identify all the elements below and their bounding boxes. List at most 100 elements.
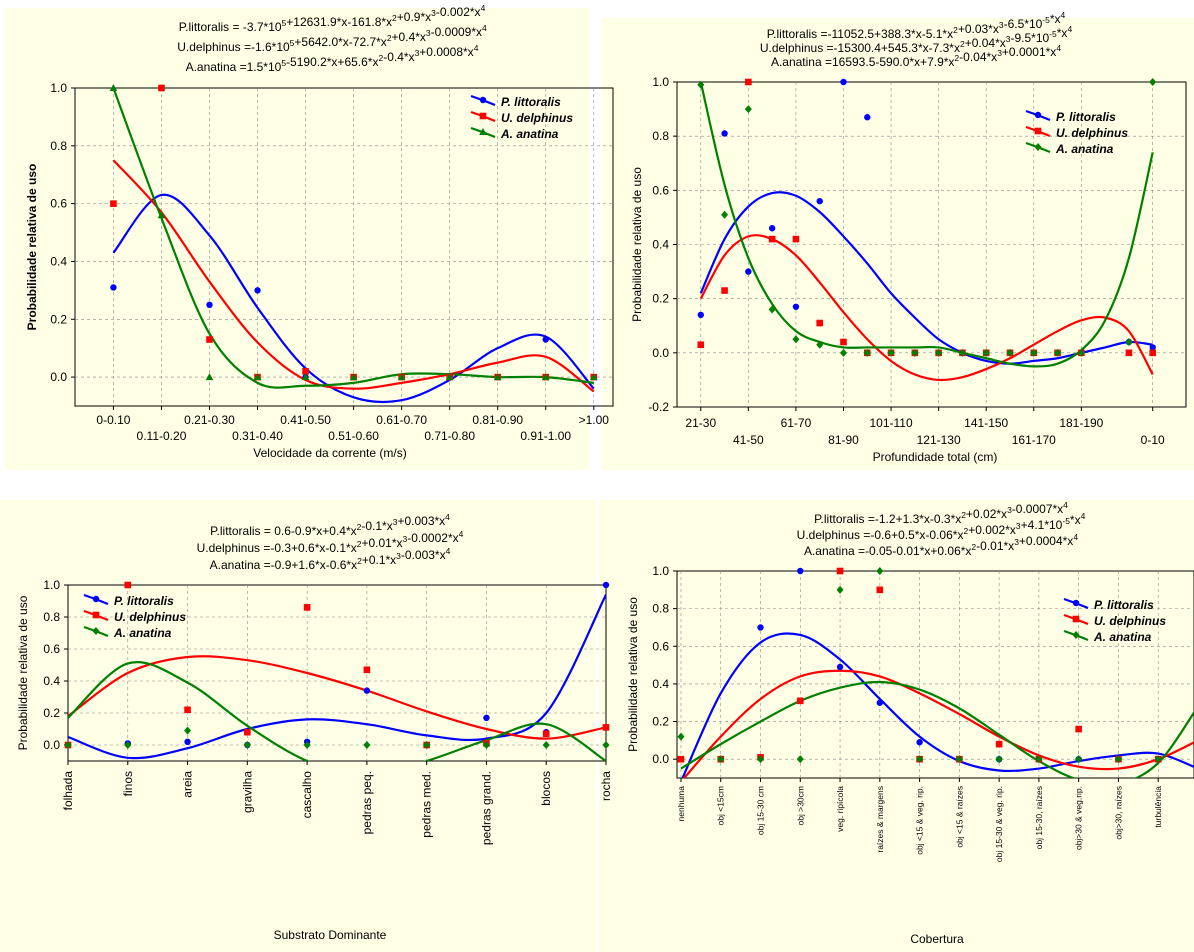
- equation-1: P.littoralis = -3.7*105+12631.9*x-161.8*…: [179, 3, 486, 34]
- data-point-s2: [1075, 725, 1082, 733]
- data-point-s1: [206, 301, 213, 309]
- chart-2: P.littoralis =-11052.5+388.3*x-5.1*x2+0.…: [630, 10, 1187, 464]
- data-point-s1: [792, 303, 800, 310]
- plot-content: [68, 594, 606, 761]
- data-point-s3: [602, 741, 610, 749]
- data-point-s2: [745, 78, 752, 86]
- xtick-label: obj>30, raízes: [1113, 786, 1123, 840]
- plot-area: [67, 584, 607, 762]
- data-point-s2: [995, 740, 1003, 748]
- data-point-s3: [303, 741, 311, 749]
- data-point-s1: [836, 663, 844, 671]
- data-point-s2: [816, 319, 824, 327]
- data-point-s2: [184, 706, 191, 714]
- xtick-label: blocos: [539, 771, 553, 806]
- legend-label: P. littoralis: [1094, 598, 1154, 612]
- data-point-s3: [423, 741, 431, 749]
- xtick-label: obj <15 & veg. rip.: [915, 786, 925, 855]
- data-point-s1: [840, 78, 847, 86]
- data-point-s1: [816, 197, 823, 205]
- data-point-s1: [483, 714, 490, 721]
- data-point-s3: [876, 567, 884, 575]
- chart-panel-velocity: [5, 8, 589, 470]
- equation-3: A.anatina =-0.05-0.01*x+0.06*x2-0.01*x3+…: [804, 532, 1078, 558]
- xtick-label: 61-70: [781, 416, 812, 430]
- data-point-s3: [792, 335, 800, 344]
- ytick-label: 0.4: [652, 238, 669, 252]
- ytick-label: 0.0: [652, 752, 669, 766]
- data-point-s3: [911, 348, 919, 357]
- data-point-s1: [745, 268, 752, 275]
- fit-curve-3: [680, 680, 1194, 778]
- legend-marker: [479, 96, 487, 104]
- equation-3: A.anatina =1.5*105-5190.2*x+65.6*x2-0.4*…: [186, 43, 479, 74]
- x-axis-label: Velocidade da corrente (m/s): [253, 446, 406, 460]
- xtick-label: obj 15-30 cm: [756, 786, 766, 835]
- data-point-s2: [302, 368, 309, 375]
- data-point-s1: [916, 739, 923, 746]
- data-point-s2: [697, 341, 705, 349]
- data-point-s3: [1077, 348, 1085, 357]
- legend-marker: [1072, 631, 1080, 639]
- ytick-label: -0.2: [648, 400, 669, 414]
- data-point-s3: [677, 732, 685, 741]
- x-axis-label: Cobertura: [910, 932, 964, 946]
- xtick-label: nenhuma: [676, 786, 686, 822]
- data-point-s3: [482, 741, 490, 749]
- x-axis-label: Profundidade total (cm): [873, 450, 998, 464]
- legend-marker: [92, 627, 100, 635]
- legend-marker: [1034, 111, 1042, 119]
- data-point-s3: [1154, 755, 1162, 764]
- fit-curve-3: [68, 661, 606, 761]
- data-points: [109, 84, 598, 381]
- legend-label: A. anatina: [500, 127, 559, 141]
- data-point-s1: [721, 130, 728, 137]
- data-point-s1: [184, 738, 191, 745]
- xtick-label: 141-150: [964, 416, 1008, 430]
- xtick-label: raízes & margens: [875, 786, 885, 853]
- data-point-s3: [1035, 755, 1043, 764]
- data-points: [677, 567, 1162, 764]
- legend-label: A. anatina: [1055, 142, 1114, 156]
- legend-label: A. anatina: [1093, 630, 1152, 644]
- data-point-s2: [792, 235, 800, 243]
- data-point-s1: [254, 287, 261, 294]
- legend-label: P. littoralis: [1056, 110, 1116, 124]
- data-point-s3: [1125, 338, 1133, 346]
- data-point-s2: [840, 338, 847, 346]
- chart-panel-substrate: [0, 500, 596, 952]
- equation-2: U.delphinus =-15300.4+545.3*x-7.3*x2+0.0…: [760, 24, 1073, 55]
- ytick-label: 0.8: [50, 139, 67, 153]
- legend-marker: [479, 112, 487, 120]
- data-point-s3: [768, 305, 776, 314]
- xtick-label: pedras grand.: [479, 771, 493, 845]
- data-point-s3: [205, 373, 214, 381]
- ytick-label: 0.8: [43, 610, 60, 624]
- plot-content: [112, 88, 595, 404]
- xtick-label: >1.00: [579, 413, 610, 427]
- xtick-label: obj <15 & raízes: [954, 786, 964, 848]
- legend-marker: [1072, 615, 1080, 623]
- xtick-label: obj 15-30 & veg. rip.: [994, 786, 1004, 862]
- xtick-label: cascalho: [300, 771, 314, 819]
- ytick-label: 0.6: [652, 183, 669, 197]
- ytick-label: 0.6: [43, 642, 60, 656]
- ytick-label: 0.0: [652, 346, 669, 360]
- data-point-s1: [757, 624, 764, 631]
- data-point-s2: [836, 567, 844, 575]
- data-point-s3: [157, 211, 166, 219]
- ytick-label: 0.2: [652, 292, 669, 306]
- xtick-label: 0.31-0.40: [232, 429, 283, 443]
- equation-2: U.delphinus =-0.3+0.6*x-0.1*x2+0.01*x3-0…: [197, 529, 464, 555]
- xtick-label: 121-130: [917, 433, 961, 447]
- data-point-s3: [301, 373, 310, 381]
- plot-area: [74, 87, 614, 407]
- legend-marker: [92, 595, 100, 603]
- xtick-label: Veg. aqua...: [1193, 786, 1194, 831]
- legend-marker: [1034, 127, 1042, 135]
- legend-label: U. delphinus: [114, 610, 186, 624]
- data-point-s3: [995, 755, 1003, 764]
- ytick-label: 1.0: [43, 578, 60, 592]
- xtick-label: 0.11-0.20: [137, 429, 187, 443]
